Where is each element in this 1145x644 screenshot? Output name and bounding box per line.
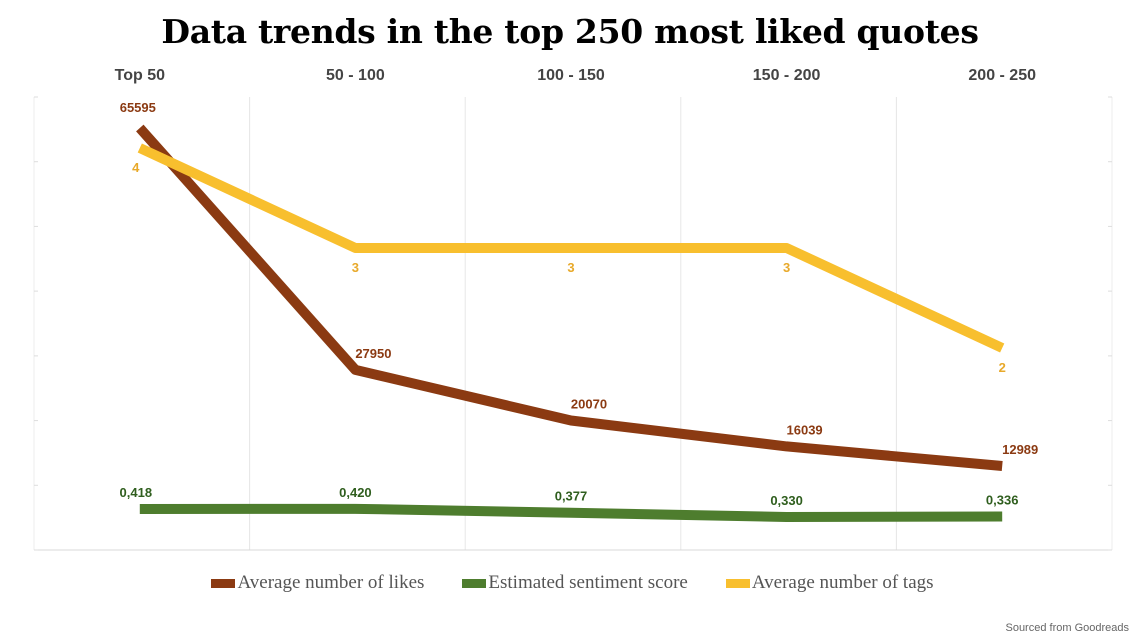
data-label-likes: 27950 xyxy=(355,346,391,361)
data-label-tags: 3 xyxy=(567,260,574,275)
data-label-likes: 65595 xyxy=(120,100,156,115)
series-line-1 xyxy=(139,503,1003,522)
category-label: 100 - 150 xyxy=(537,67,605,84)
legend-item: Estimated sentiment score xyxy=(462,572,688,594)
series-line-0 xyxy=(136,124,1003,471)
data-label-tags: 3 xyxy=(352,260,359,275)
data-label-likes: 16039 xyxy=(787,422,823,437)
category-label: 200 - 250 xyxy=(968,67,1036,84)
legend-swatch xyxy=(462,578,487,588)
data-label-tags: 3 xyxy=(783,260,790,275)
data-label-likes: 20070 xyxy=(571,397,607,412)
category-label: 50 - 100 xyxy=(326,67,385,84)
chart-title: Data trends in the top 250 most liked qu… xyxy=(161,12,979,51)
series-line-2 xyxy=(137,143,1005,353)
legend-label: Estimated sentiment score xyxy=(488,572,688,593)
legend-swatch xyxy=(211,578,236,588)
data-label-tags: 2 xyxy=(999,360,1006,375)
data-label-sentiment: 0,336 xyxy=(986,492,1019,507)
data-label-sentiment: 0,377 xyxy=(555,489,588,504)
data-label-tags: 4 xyxy=(132,160,140,175)
legend: Average number of likes Estimated sentime… xyxy=(0,572,1145,594)
legend-item: Average number of likes xyxy=(211,572,424,594)
legend-label: Average number of tags xyxy=(751,572,934,593)
category-label: 150 - 200 xyxy=(753,67,821,84)
legend-label: Average number of likes xyxy=(237,572,425,593)
data-label-sentiment: 0,420 xyxy=(339,485,372,500)
line-chart: Top 50 50 - 100 100 - 150 150 - 200 200 - 25… xyxy=(33,67,1113,551)
legend-swatch xyxy=(725,578,750,588)
data-label-likes: 12989 xyxy=(1002,442,1038,457)
data-label-sentiment: 0,418 xyxy=(120,485,153,500)
legend-item: Average number of tags xyxy=(725,572,934,594)
source-note: Sourced from Goodreads xyxy=(1005,622,1129,634)
category-label: Top 50 xyxy=(115,67,165,84)
data-label-sentiment: 0,330 xyxy=(770,493,803,508)
